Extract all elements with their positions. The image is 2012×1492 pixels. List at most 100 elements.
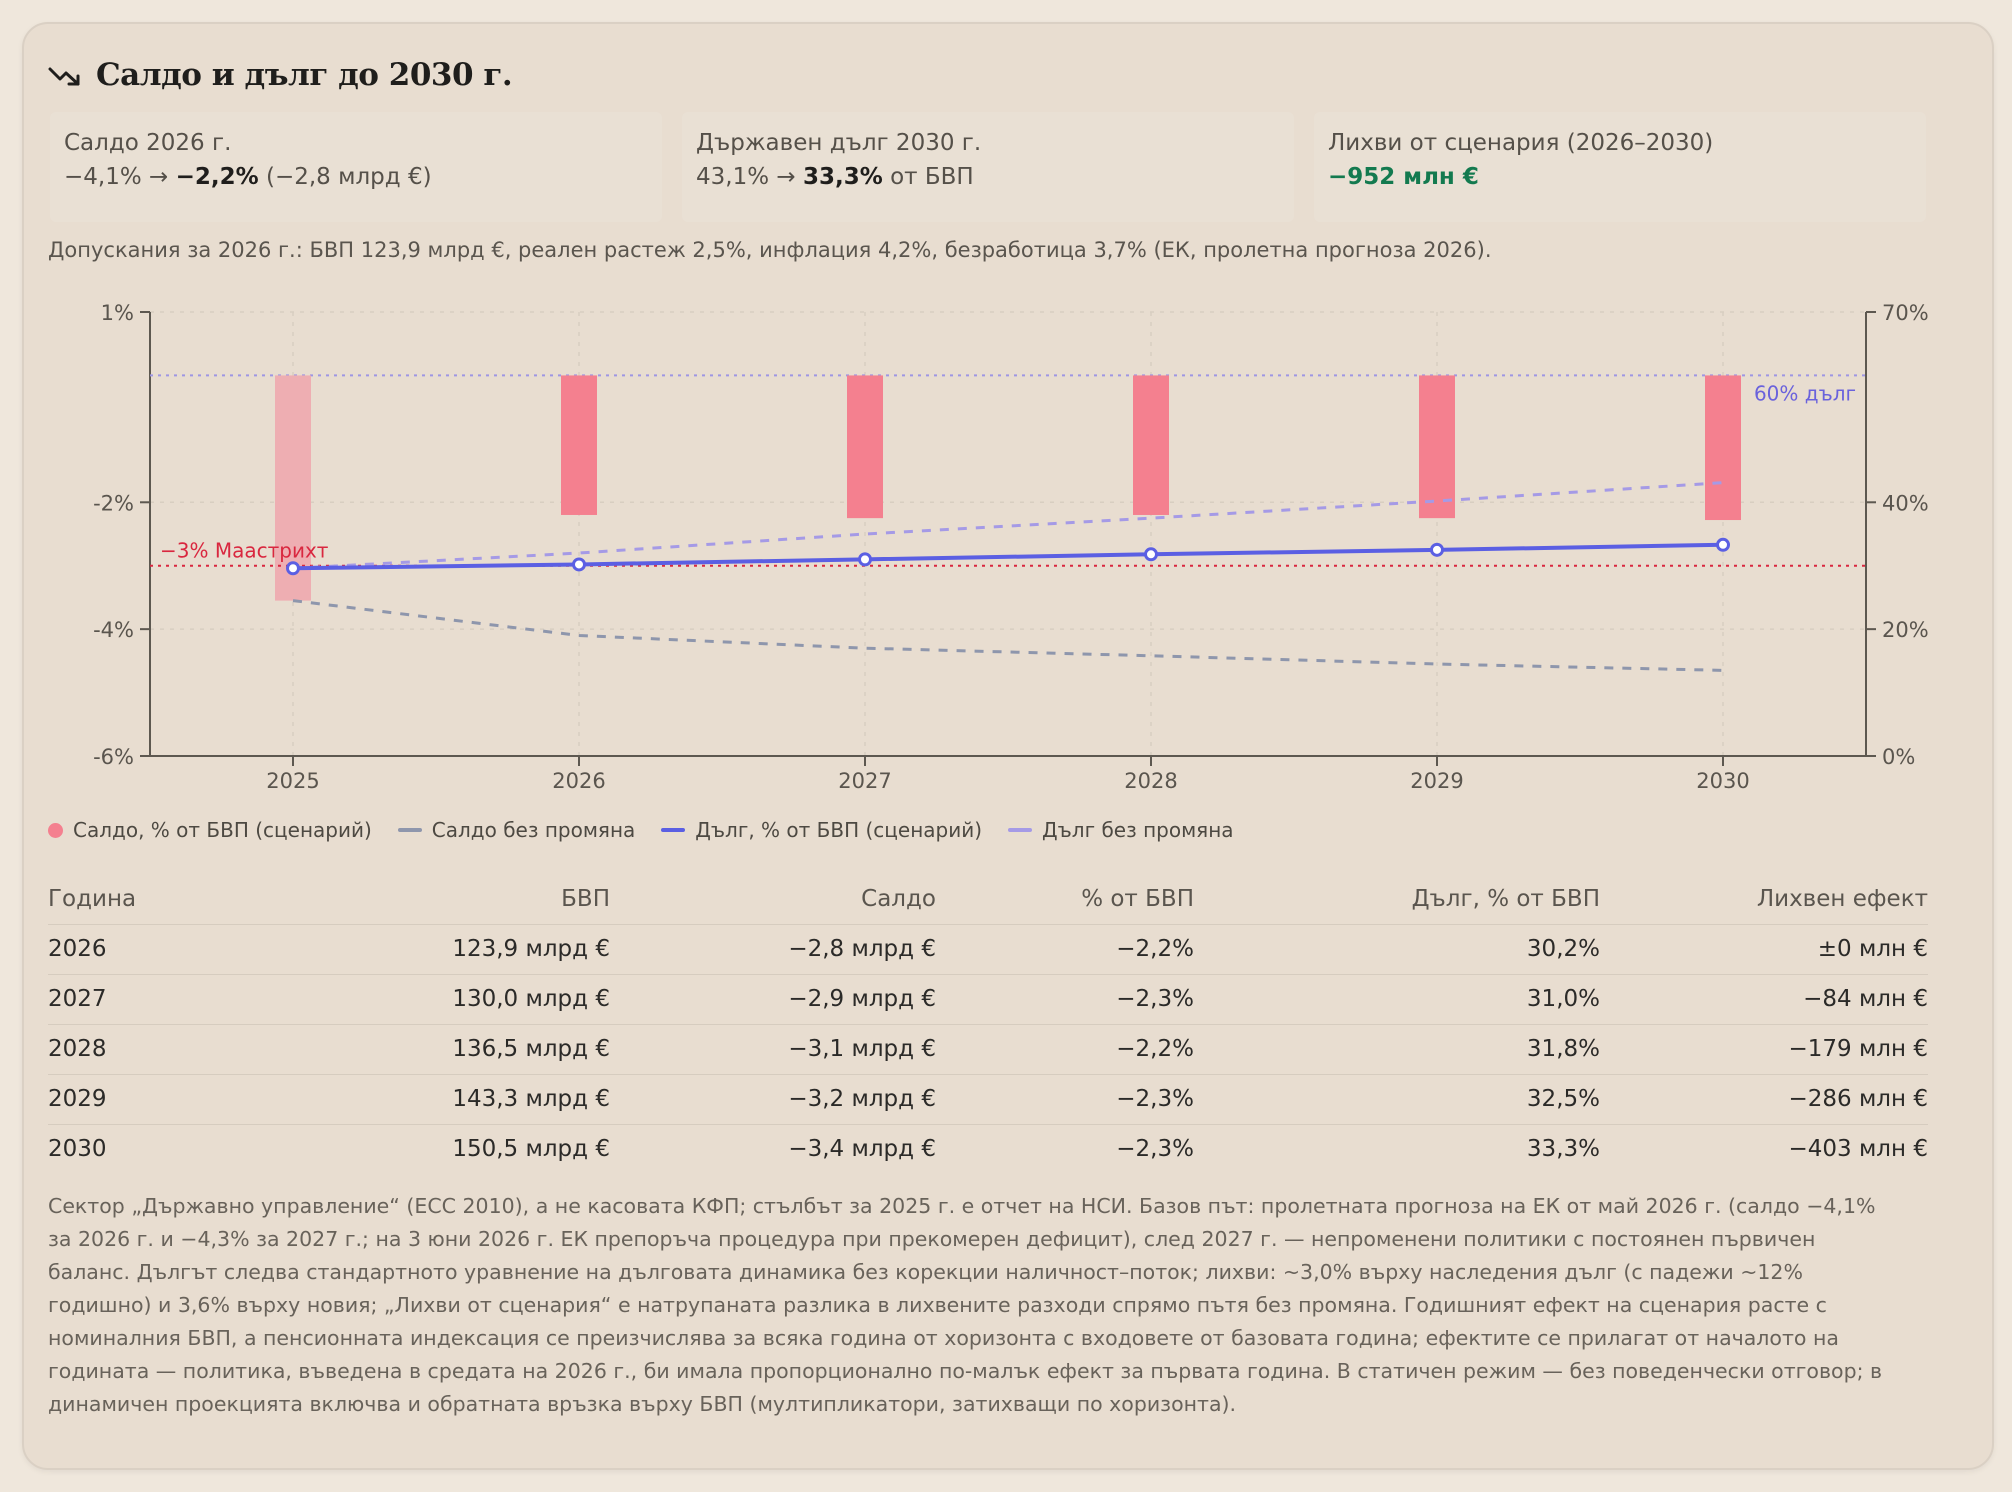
table-cell: 2030: [48, 1136, 107, 1163]
table-cell: −2,2%: [936, 924, 1194, 975]
debt-point: [572, 557, 586, 572]
table-cell: 123,9 млрд €: [248, 924, 610, 975]
kpi-label: Държавен дълг 2030 г.: [696, 130, 982, 156]
debt-60-reference-label: 60% дълг: [1754, 381, 1856, 405]
y-left-tick-label: -2%: [93, 491, 134, 515]
col-header: Лихвен ефект: [1600, 874, 1928, 925]
projection-table: Година БВП Салдо % от БВП Дълг, % от БВП…: [48, 874, 1928, 1174]
table-cell: ±0 млн €: [1600, 924, 1928, 975]
table-cell: −3,1 млрд €: [610, 1024, 936, 1075]
kpi-debt: Държавен дълг 2030 г. 43,1% → 33,3% от Б…: [682, 112, 1294, 222]
balance-bar: [847, 375, 883, 519]
table-cell: −2,9 млрд €: [610, 974, 936, 1025]
legend-line-icon: [661, 828, 686, 832]
debt-point: [858, 552, 872, 567]
trending-down-icon: [48, 67, 80, 86]
col-header: Дълг, % от БВП: [1194, 874, 1600, 925]
balance-debt-chart: 1% -2% -4% -6% 70% 40% 20% 0% 2025 2026 2027 2028 20…: [93, 301, 1929, 793]
table-header-row: Година БВП Салдо % от БВП Дълг, % от БВП…: [48, 874, 1928, 925]
table-cell: 136,5 млрд €: [248, 1024, 610, 1075]
kpi-balance: Салдо 2026 г. −4,1% → −2,2% (−2,8 млрд €…: [50, 112, 662, 222]
kpi-row: Салдо 2026 г. −4,1% → −2,2% (−2,8 млрд €…: [50, 112, 1950, 222]
table-row: 2029 143,3 млрд € −3,2 млрд € −2,3% 32,5% −28…: [48, 1074, 1928, 1125]
debt-point: [286, 561, 300, 576]
kpi-suffix: от БВП: [882, 164, 974, 190]
title-row: Салдо и дълг до 2030 г.: [48, 50, 513, 100]
table-cell: −2,8 млрд €: [610, 924, 936, 975]
debt-scenario-line: [292, 542, 1724, 571]
table-cell: 2026: [48, 924, 248, 975]
table-cell: −2,3%: [936, 974, 1194, 1025]
table-cell: −403 млн €: [1788, 1136, 1928, 1163]
table-cell: −286 млн €: [1600, 1074, 1928, 1125]
x-tick-label: 2028: [1124, 769, 1177, 793]
table-cell: 2027: [48, 974, 248, 1025]
balance-bar: [1705, 375, 1741, 521]
table-row: 2027 130,0 млрд € −2,9 млрд € −2,3% 31,0% −84…: [48, 974, 1928, 1025]
table-cell: −2,2%: [936, 1024, 1194, 1075]
kpi-highlight: −2,2%: [175, 164, 259, 190]
kpi-value: −952 млн €: [1328, 160, 1912, 194]
y-right-tick-label: 20%: [1882, 618, 1929, 642]
table-cell: 2028: [48, 1024, 248, 1075]
x-tick-label: 2027: [838, 769, 891, 793]
table-cell: −2,3%: [1116, 1136, 1194, 1163]
legend-label: Дълг, % от БВП (сценарий): [695, 818, 983, 842]
debt-baseline-line: [292, 481, 1724, 570]
table-cell: −2,3%: [936, 1074, 1194, 1125]
debt-point: [1716, 537, 1730, 552]
kpi-from: 43,1% →: [696, 164, 803, 190]
legend-item-balance: Салдо, % от БВП (сценарий): [48, 818, 372, 842]
table-cell: 31,8%: [1194, 1024, 1600, 1075]
col-header: % от БВП: [936, 874, 1194, 925]
y-left-tick-label: -4%: [93, 618, 134, 642]
table-cell: 31,0%: [1194, 974, 1600, 1025]
debt-point: [1430, 542, 1444, 557]
col-header: Салдо: [610, 874, 936, 925]
kpi-value: 43,1% → 33,3% от БВП: [696, 160, 1280, 194]
kpi-value: −4,1% → −2,2% (−2,8 млрд €): [64, 160, 648, 194]
x-tick-label: 2025: [266, 769, 319, 793]
legend-line-icon: [397, 828, 422, 832]
table-cell: 2029: [48, 1074, 248, 1125]
kpi-interest: Лихви от сценария (2026–2030) −952 млн €: [1314, 112, 1926, 222]
col-header: Година: [48, 874, 248, 925]
legend-item-balance-baseline: Салдо без промяна: [397, 818, 636, 842]
table-cell: 33,3%: [1526, 1136, 1600, 1163]
kpi-label: Салдо 2026 г.: [64, 130, 232, 156]
table-row: 2026 123,9 млрд € −2,8 млрд € −2,2% 30,2% ±0 …: [48, 924, 1928, 975]
debt-point: [1144, 547, 1158, 562]
balance-bar: [561, 375, 597, 515]
assumptions-text: Допускания за 2026 г.: БВП 123,9 млрд €,…: [48, 238, 1492, 262]
kpi-suffix: (−2,8 млрд €): [258, 164, 432, 190]
maastricht-reference-label: −3% Маастрихт: [160, 539, 329, 563]
page-title: Салдо и дълг до 2030 г.: [96, 57, 513, 93]
table-cell: −179 млн €: [1600, 1024, 1928, 1075]
legend-item-debt-baseline: Дълг без промяна: [1008, 818, 1234, 842]
table-cell: 150,5 млрд €: [452, 1136, 610, 1163]
table-cell: −84 млн €: [1600, 974, 1928, 1025]
chart-card: [22, 22, 1994, 1470]
kpi-highlight: −952 млн €: [1328, 164, 1479, 190]
chart-legend: Салдо, % от БВП (сценарий) Салдо без про…: [48, 818, 1260, 842]
legend-dot-icon: [48, 822, 63, 838]
legend-label: Салдо, % от БВП (сценарий): [73, 818, 372, 842]
methodology-note: Сектор „Държавно управление“ (ЕСС 2010),…: [48, 1194, 1883, 1416]
y-right-tick-label: 40%: [1882, 491, 1929, 515]
legend-item-debt: Дълг, % от БВП (сценарий): [661, 818, 982, 842]
col-header: БВП: [248, 874, 610, 925]
y-right-tick-label: 70%: [1882, 301, 1929, 325]
legend-label: Салдо без промяна: [431, 818, 636, 842]
table-row: 2028 136,5 млрд € −3,1 млрд € −2,2% 31,8% −17…: [48, 1024, 1928, 1075]
balance-bar: [1419, 375, 1455, 519]
table-cell: 30,2%: [1194, 924, 1600, 975]
x-tick-label: 2029: [1410, 769, 1463, 793]
kpi-highlight: 33,3%: [802, 164, 883, 190]
kpi-label: Лихви от сценария (2026–2030): [1328, 130, 1714, 156]
table-row: 2030 150,5 млрд € −3,4 млрд € −2,3% 33,3% −40…: [48, 1124, 1928, 1174]
x-tick-label: 2026: [552, 769, 605, 793]
table-cell: −3,4 млрд €: [788, 1136, 936, 1163]
table-cell: −3,2 млрд €: [610, 1074, 936, 1125]
kpi-from: −4,1% →: [64, 164, 176, 190]
table-cell: 32,5%: [1194, 1074, 1600, 1125]
